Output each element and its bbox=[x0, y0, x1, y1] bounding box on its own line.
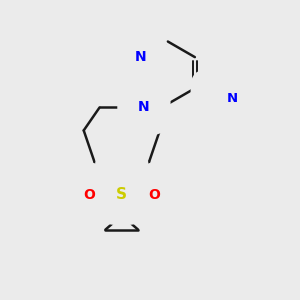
Text: N: N bbox=[135, 50, 147, 64]
Text: C: C bbox=[208, 87, 217, 100]
Text: N: N bbox=[226, 92, 238, 105]
Text: O: O bbox=[83, 188, 95, 202]
Text: S: S bbox=[116, 187, 127, 202]
Text: N: N bbox=[116, 165, 128, 179]
Text: N: N bbox=[138, 100, 150, 114]
Text: O: O bbox=[148, 188, 160, 202]
